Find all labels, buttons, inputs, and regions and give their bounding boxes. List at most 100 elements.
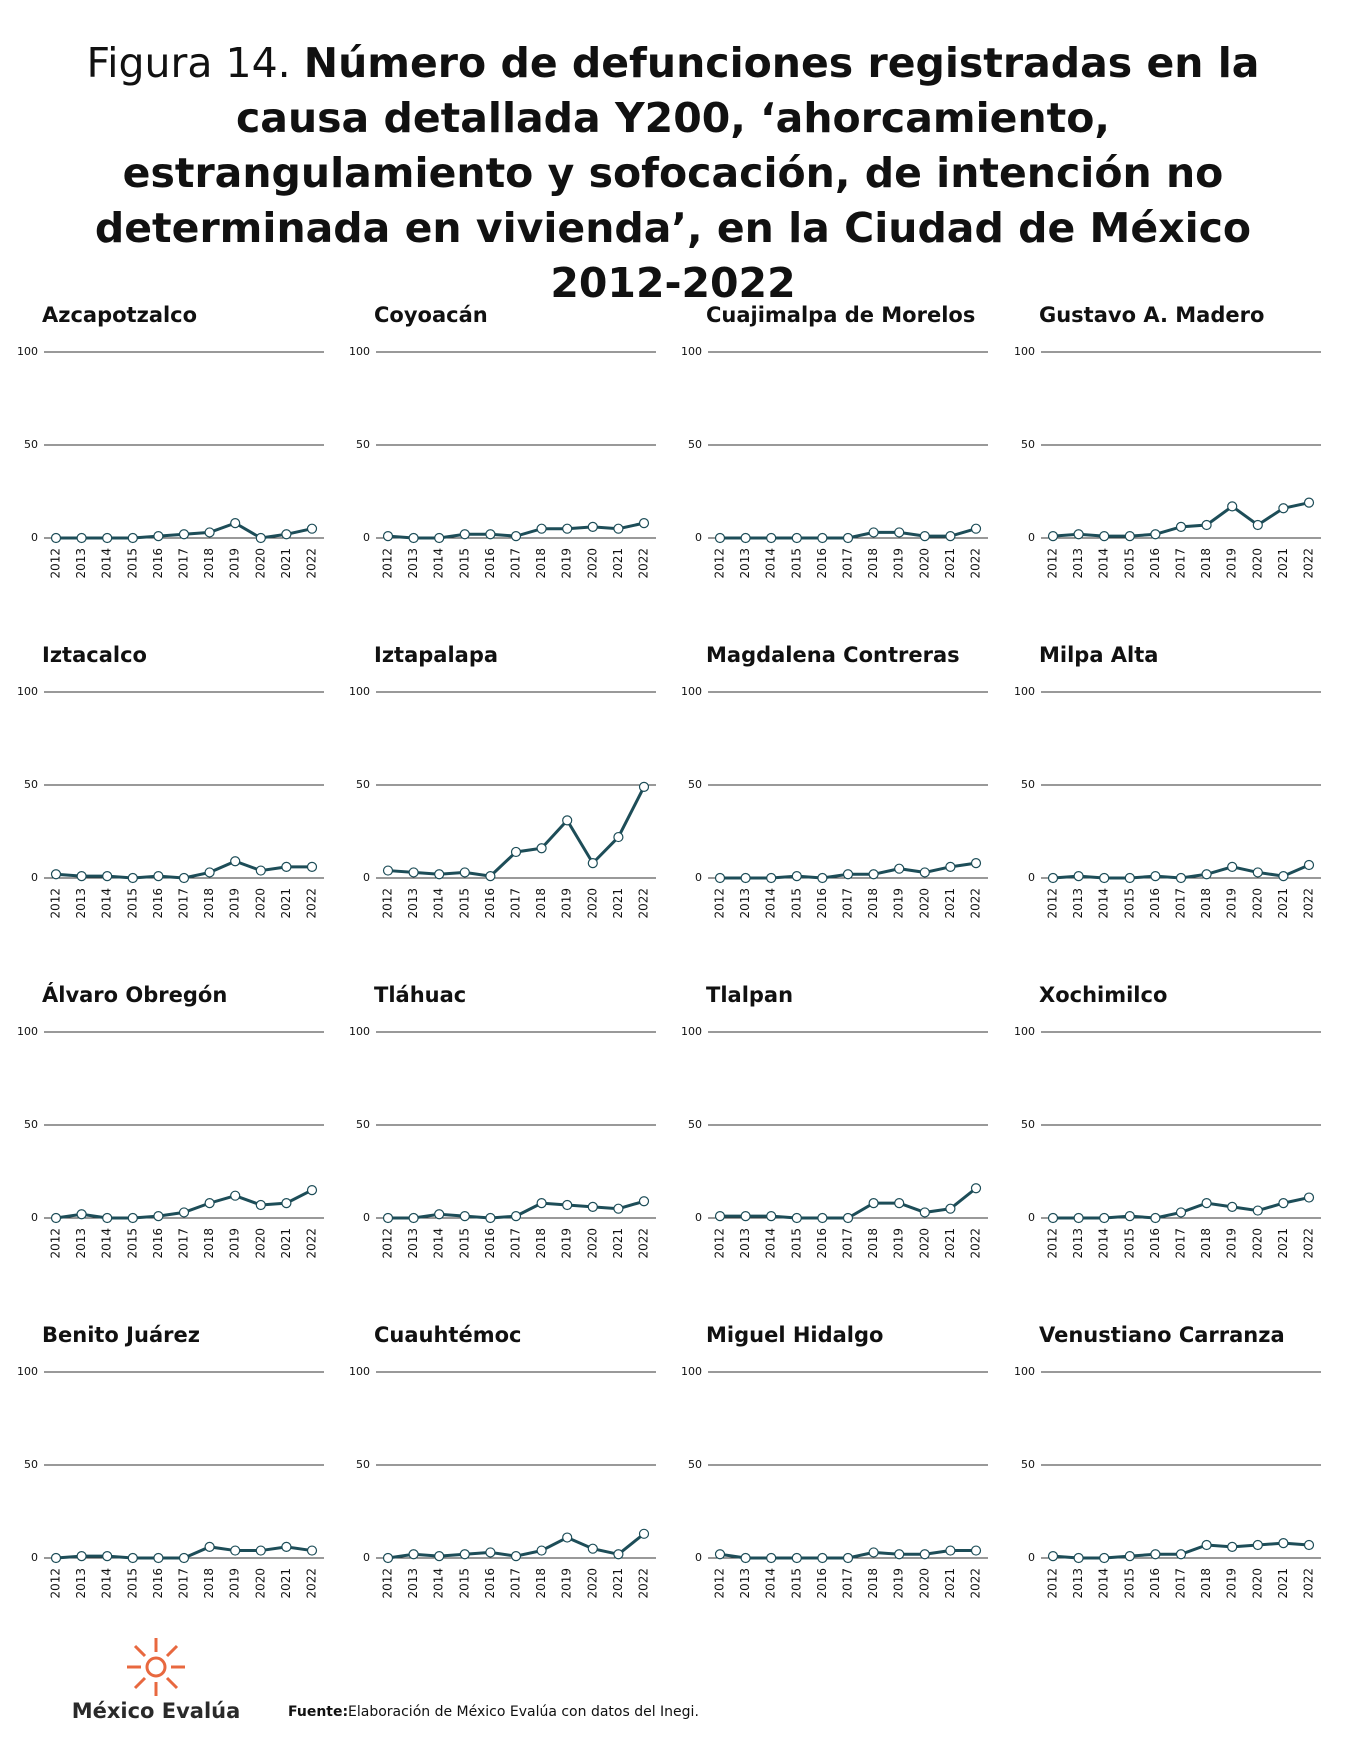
- x-tick-label: 2016: [1148, 548, 1162, 579]
- x-tick-label: 2021: [611, 1568, 625, 1599]
- point: [791, 1552, 802, 1564]
- x-tick-label: 2022: [969, 888, 983, 919]
- x-tick-label: 2020: [917, 888, 931, 919]
- y-tick-label: 100: [681, 345, 702, 358]
- point: [1175, 872, 1187, 884]
- x-tick-label: 2022: [637, 1568, 651, 1599]
- x-tick-label: 2021: [279, 548, 293, 579]
- point: [868, 1198, 879, 1209]
- x-tick-label: 2022: [1302, 1568, 1316, 1599]
- title-prefix: Figura 14.: [86, 39, 291, 87]
- x-tick-label: 2015: [789, 1228, 803, 1259]
- x-tick-label: 2021: [1276, 888, 1290, 919]
- point: [50, 1212, 62, 1224]
- point: [1227, 861, 1238, 872]
- x-tick-label: 2015: [457, 1568, 471, 1599]
- x-tick-label: 2015: [1122, 888, 1136, 919]
- panel-title: Iztacalco: [42, 643, 147, 667]
- x-tick-label: 2013: [738, 888, 752, 919]
- x-tick-label: 2022: [305, 1568, 319, 1599]
- y-tick-label: 0: [695, 871, 702, 884]
- x-tick-label: 2014: [432, 1228, 446, 1259]
- x-tick-label: 2018: [202, 1568, 216, 1599]
- y-tick-label: 50: [356, 438, 370, 451]
- x-tick-label: 2021: [943, 1568, 957, 1599]
- point: [868, 1547, 879, 1558]
- y-tick-label: 100: [681, 1025, 702, 1038]
- point: [1303, 859, 1315, 871]
- point: [306, 861, 318, 872]
- point: [766, 1211, 777, 1222]
- point: [1303, 497, 1315, 508]
- x-tick-label: 2013: [74, 1568, 88, 1599]
- y-tick-label: 50: [356, 778, 370, 791]
- point: [76, 1551, 87, 1562]
- point: [766, 1552, 777, 1564]
- point: [1278, 1198, 1289, 1209]
- point: [1278, 1538, 1289, 1549]
- x-tick-label: 2017: [841, 888, 855, 919]
- point: [153, 1211, 164, 1222]
- x-tick-label: 2018: [866, 888, 880, 919]
- x-tick-label: 2020: [253, 548, 267, 579]
- x-tick-label: 2018: [202, 1228, 216, 1259]
- x-tick-label: 2014: [1097, 1228, 1111, 1259]
- point: [281, 1541, 292, 1552]
- x-tick-label: 2018: [1199, 1228, 1213, 1259]
- point: [766, 872, 777, 884]
- y-tick-label: 100: [17, 685, 38, 698]
- x-tick-label: 2013: [406, 888, 420, 919]
- y-tick-label: 100: [349, 1365, 370, 1378]
- x-tick-label: 2022: [1302, 548, 1316, 579]
- y-tick-label: 0: [695, 1211, 702, 1224]
- y-tick-label: 0: [1028, 871, 1035, 884]
- point: [536, 523, 547, 534]
- x-tick-label: 2021: [611, 1228, 625, 1259]
- point: [1201, 519, 1212, 531]
- point: [766, 532, 777, 544]
- y-tick-label: 50: [1021, 1458, 1035, 1471]
- point: [382, 865, 394, 876]
- x-tick-label: 2017: [509, 548, 523, 579]
- x-tick-label: 2015: [1122, 1228, 1136, 1259]
- x-tick-label: 2016: [483, 1228, 497, 1259]
- point: [255, 865, 266, 876]
- point: [740, 1211, 751, 1222]
- point: [714, 872, 726, 884]
- x-tick-label: 2016: [151, 888, 165, 919]
- point: [842, 869, 854, 880]
- point: [1047, 1212, 1059, 1224]
- x-tick-label: 2016: [1148, 888, 1162, 919]
- x-tick-label: 2012: [1046, 1568, 1060, 1599]
- x-tick-label: 2013: [1071, 548, 1085, 579]
- panel-title: Miguel Hidalgo: [706, 1323, 883, 1347]
- x-tick-label: 2021: [1276, 1228, 1290, 1259]
- point: [894, 1198, 905, 1209]
- point: [408, 867, 419, 878]
- x-tick-label: 2020: [253, 888, 267, 919]
- x-tick-label: 2012: [49, 548, 63, 579]
- point: [50, 532, 62, 544]
- point: [1252, 1539, 1263, 1551]
- x-tick-label: 2017: [177, 888, 191, 919]
- x-tick-label: 2012: [1046, 1228, 1060, 1259]
- x-tick-label: 2017: [1174, 1568, 1188, 1599]
- x-tick-label: 2018: [534, 548, 548, 579]
- x-tick-label: 2019: [228, 888, 242, 919]
- x-tick-label: 2019: [1225, 1228, 1239, 1259]
- x-tick-label: 2014: [1097, 548, 1111, 579]
- x-tick-label: 2018: [866, 548, 880, 579]
- x-tick-label: 2022: [305, 548, 319, 579]
- x-tick-label: 2013: [738, 548, 752, 579]
- point: [613, 523, 624, 534]
- point: [1073, 871, 1084, 882]
- point: [945, 861, 956, 872]
- x-tick-label: 2020: [917, 548, 931, 579]
- y-tick-label: 50: [688, 1458, 702, 1471]
- point: [740, 1552, 751, 1564]
- point: [868, 869, 879, 880]
- point: [1175, 521, 1187, 532]
- point: [1124, 1211, 1135, 1222]
- x-tick-label: 2020: [1250, 1228, 1264, 1259]
